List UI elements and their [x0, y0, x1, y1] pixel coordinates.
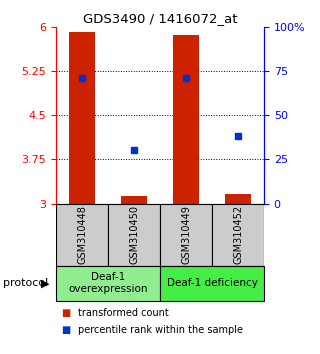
FancyBboxPatch shape	[56, 204, 108, 266]
FancyBboxPatch shape	[56, 266, 160, 301]
Text: transformed count: transformed count	[78, 308, 169, 318]
FancyBboxPatch shape	[160, 204, 212, 266]
Bar	[173, 35, 199, 204]
Bar	[225, 194, 251, 204]
FancyBboxPatch shape	[160, 266, 264, 301]
Text: GSM310449: GSM310449	[181, 205, 191, 264]
Text: percentile rank within the sample: percentile rank within the sample	[78, 325, 244, 335]
Text: GSM310450: GSM310450	[129, 205, 139, 264]
Title: GDS3490 / 1416072_at: GDS3490 / 1416072_at	[83, 12, 237, 25]
Text: Deaf-1
overexpression: Deaf-1 overexpression	[68, 272, 148, 294]
Text: GSM310452: GSM310452	[233, 205, 243, 264]
Text: ▶: ▶	[41, 278, 50, 288]
Bar	[121, 196, 147, 204]
FancyBboxPatch shape	[212, 204, 264, 266]
Text: protocol: protocol	[3, 278, 48, 288]
Bar	[69, 33, 95, 204]
FancyBboxPatch shape	[108, 204, 160, 266]
Text: Deaf-1 deficiency: Deaf-1 deficiency	[167, 278, 257, 288]
Text: ■: ■	[61, 325, 70, 335]
Text: GSM310448: GSM310448	[77, 205, 87, 264]
Text: ■: ■	[61, 308, 70, 318]
